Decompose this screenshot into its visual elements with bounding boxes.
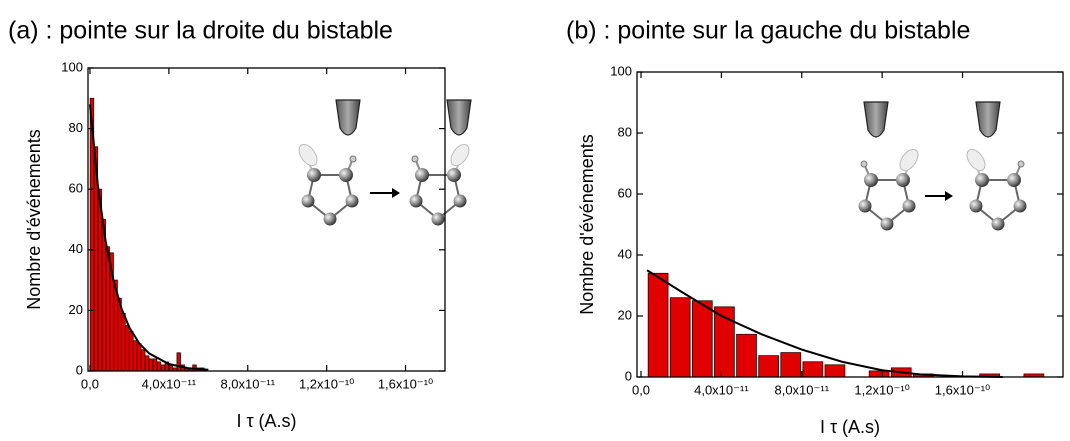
x-tick-label: 4,0x10⁻¹¹ [694,382,749,397]
x-tick-label: 1,6x10⁻¹⁰ [378,376,433,391]
bar [152,358,158,372]
y-tick-label: 20 [69,302,83,317]
x-tick-label: 8,0x10⁻¹¹ [220,376,275,391]
x-tick-label: 0,0 [81,376,99,391]
bar [141,349,146,372]
chart-title: (a) : pointe sur la droite du bistable [8,17,393,45]
x-axis-label: I τ (A.s) [236,411,296,431]
y-tick-label: 60 [69,181,83,196]
y-tick-label: 80 [69,120,83,135]
bar [168,364,174,372]
plot-frame [87,67,446,372]
bar [156,361,162,372]
bar [129,331,134,372]
bar [691,300,713,378]
x-tick-label: 1,2x10⁻¹⁰ [854,382,909,397]
y-tick-label: 80 [618,124,632,139]
bar [160,364,166,372]
x-axis-label: I τ (A.s) [820,417,880,437]
bar [121,313,126,372]
bar [780,352,802,378]
chart-1: (b) : pointe sur la gauche du bistable 0 2… [566,17,1064,437]
bar [105,246,110,372]
bar [647,272,669,378]
y-tick-label: 40 [69,241,83,256]
bar [144,355,150,372]
bar [133,340,138,372]
bar [176,352,181,372]
inset-b [857,101,1028,232]
inset-a [298,99,472,227]
bar [137,343,142,372]
y-tick-label: 60 [618,185,632,200]
bar [669,297,691,378]
bar [125,325,130,372]
y-tick-label: 0 [625,368,632,383]
x-tick-label: 1,2x10⁻¹⁰ [299,376,354,391]
chart-0: (a) : pointe sur la droite du bistable 0 2… [8,17,446,431]
y-tick-label: 100 [610,63,632,78]
bar [758,355,779,378]
y-tick-label: 100 [61,59,83,74]
bar [97,188,103,372]
y-axis-label: Nombre d'événements [24,129,44,310]
x-tick-label: 4,0x10⁻¹¹ [142,376,197,391]
bar [824,364,846,378]
x-tick-label: 0,0 [632,382,650,397]
y-axis-label: Nombre d'événements [577,134,597,315]
fit-curve [646,269,1003,378]
y-tick-label: 40 [618,246,632,261]
bar [802,361,824,378]
bar [736,333,757,378]
bar [148,358,154,372]
fit-curve [88,104,209,371]
x-tick-label: 1,6x10⁻¹⁰ [935,382,990,397]
chart-title: (b) : pointe sur la gauche du bistable [566,17,970,45]
y-tick-label: 0 [76,362,83,377]
bar [868,370,890,378]
plot-frame [636,71,1064,378]
y-tick-label: 20 [618,307,632,322]
x-tick-label: 8,0x10⁻¹¹ [774,382,829,397]
